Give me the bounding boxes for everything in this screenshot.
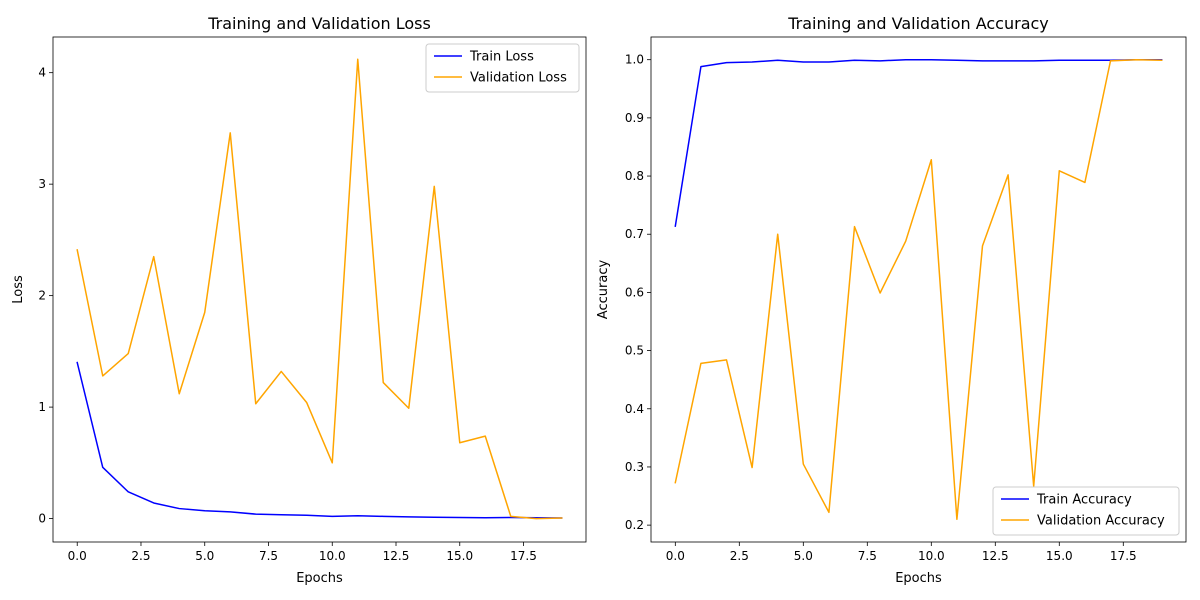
y-axis-label: Loss — [11, 275, 26, 304]
x-tick-label: 10.0 — [319, 549, 346, 563]
legend-label-validation: Validation Accuracy — [1037, 514, 1165, 529]
y-tick-label: 4 — [38, 66, 46, 80]
series-line-validation — [674, 58, 1163, 521]
x-tick-label: 7.5 — [259, 549, 278, 563]
x-tick-label: 2.5 — [730, 549, 749, 563]
y-tick-label: 0 — [38, 512, 46, 526]
x-tick-label: 15.0 — [1046, 549, 1073, 563]
x-tick-label: 10.0 — [918, 549, 945, 563]
x-tick-label: 0.0 — [666, 549, 685, 563]
x-axis-label: Epochs — [895, 571, 942, 586]
x-tick-label: 5.0 — [195, 549, 214, 563]
y-tick-label: 2 — [38, 289, 46, 303]
chart-title: Training and Validation Accuracy — [787, 14, 1049, 33]
y-tick-label: 0.4 — [625, 402, 644, 416]
legend: Train Loss Validation Loss — [425, 43, 580, 93]
y-tick-label: 0.8 — [625, 169, 644, 183]
x-tick-label: 2.5 — [131, 549, 150, 563]
legend-label-validation: Validation Loss — [470, 71, 567, 86]
y-tick-label: 0.5 — [625, 344, 644, 358]
y-tick-label: 0.7 — [625, 227, 644, 241]
x-tick-label: 12.5 — [383, 549, 410, 563]
legend-box — [425, 43, 580, 93]
y-tick-label: 1 — [38, 400, 46, 414]
x-tick-label: 0.0 — [68, 549, 87, 563]
y-axis-label: Accuracy — [596, 260, 611, 320]
accuracy-chart: Training and Validation Accuracy 0.0 2.5 5.… — [596, 14, 1187, 586]
x-tick-label: 15.0 — [446, 549, 473, 563]
x-tick-label: 12.5 — [982, 549, 1009, 563]
legend-label-train: Train Accuracy — [1036, 493, 1132, 508]
y-tick-label: 0.9 — [625, 111, 644, 125]
x-tick-label: 5.0 — [794, 549, 813, 563]
series-line-validation — [76, 58, 563, 520]
x-tick-label: 7.5 — [858, 549, 877, 563]
loss-chart: Training and Validation Loss 0.0 2.5 5.0 7.5… — [11, 14, 587, 586]
legend-box — [992, 486, 1180, 536]
plot-frame — [52, 36, 587, 543]
chart-title: Training and Validation Loss — [207, 14, 431, 33]
series-line-train — [76, 361, 563, 519]
plot-frame — [650, 36, 1187, 543]
series-line-train — [674, 58, 1163, 227]
y-tick-label: 0.3 — [625, 460, 644, 474]
x-tick-label: 17.5 — [510, 549, 537, 563]
y-tick-label: 0.2 — [625, 518, 644, 532]
legend-label-train: Train Loss — [469, 50, 534, 65]
legend: Train Accuracy Validation Accuracy — [992, 486, 1180, 536]
y-tick-label: 3 — [38, 177, 46, 191]
y-tick-label: 0.6 — [625, 285, 644, 299]
y-tick-label: 1.0 — [625, 53, 644, 67]
x-tick-label: 17.5 — [1110, 549, 1137, 563]
x-axis-label: Epochs — [296, 571, 343, 586]
